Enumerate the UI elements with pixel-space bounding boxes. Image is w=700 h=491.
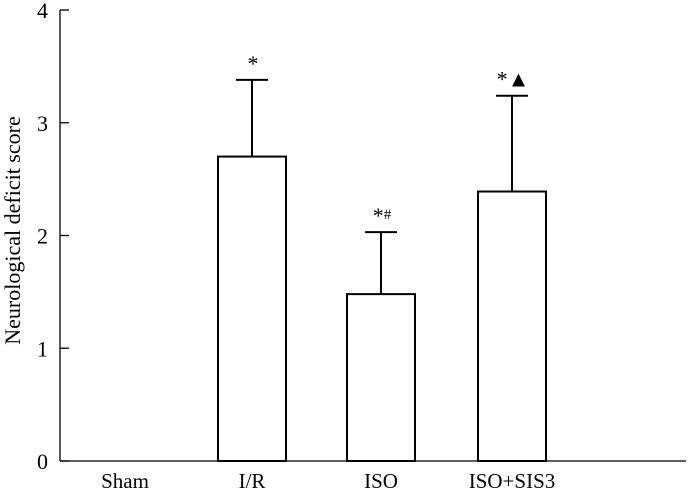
bar-2 <box>346 293 416 462</box>
significance-label-2: *# <box>373 203 392 228</box>
x-category-label-0: Sham <box>101 469 149 491</box>
labels: 0 1 2 3 4 Neurological deficit score Sham * I/R *… <box>0 0 555 491</box>
x-category-label-3: ISO+SIS3 <box>469 469 556 491</box>
significance-label-3: *▲ <box>497 67 530 92</box>
x-category-label-1: I/R <box>239 469 266 491</box>
y-tick-label: 1 <box>37 336 48 361</box>
y-tick-label: 0 <box>37 449 48 474</box>
y-tick-label: 3 <box>37 111 48 136</box>
bar-1 <box>217 155 287 462</box>
y-axis-label: Neurological deficit score <box>0 116 25 344</box>
x-category-label-2: ISO <box>364 469 398 491</box>
y-tick-label: 2 <box>37 224 48 249</box>
significance-label-1: * <box>248 51 259 76</box>
bar-3 <box>477 190 547 462</box>
bars <box>217 78 547 462</box>
y-tick-label: 4 <box>37 0 48 23</box>
